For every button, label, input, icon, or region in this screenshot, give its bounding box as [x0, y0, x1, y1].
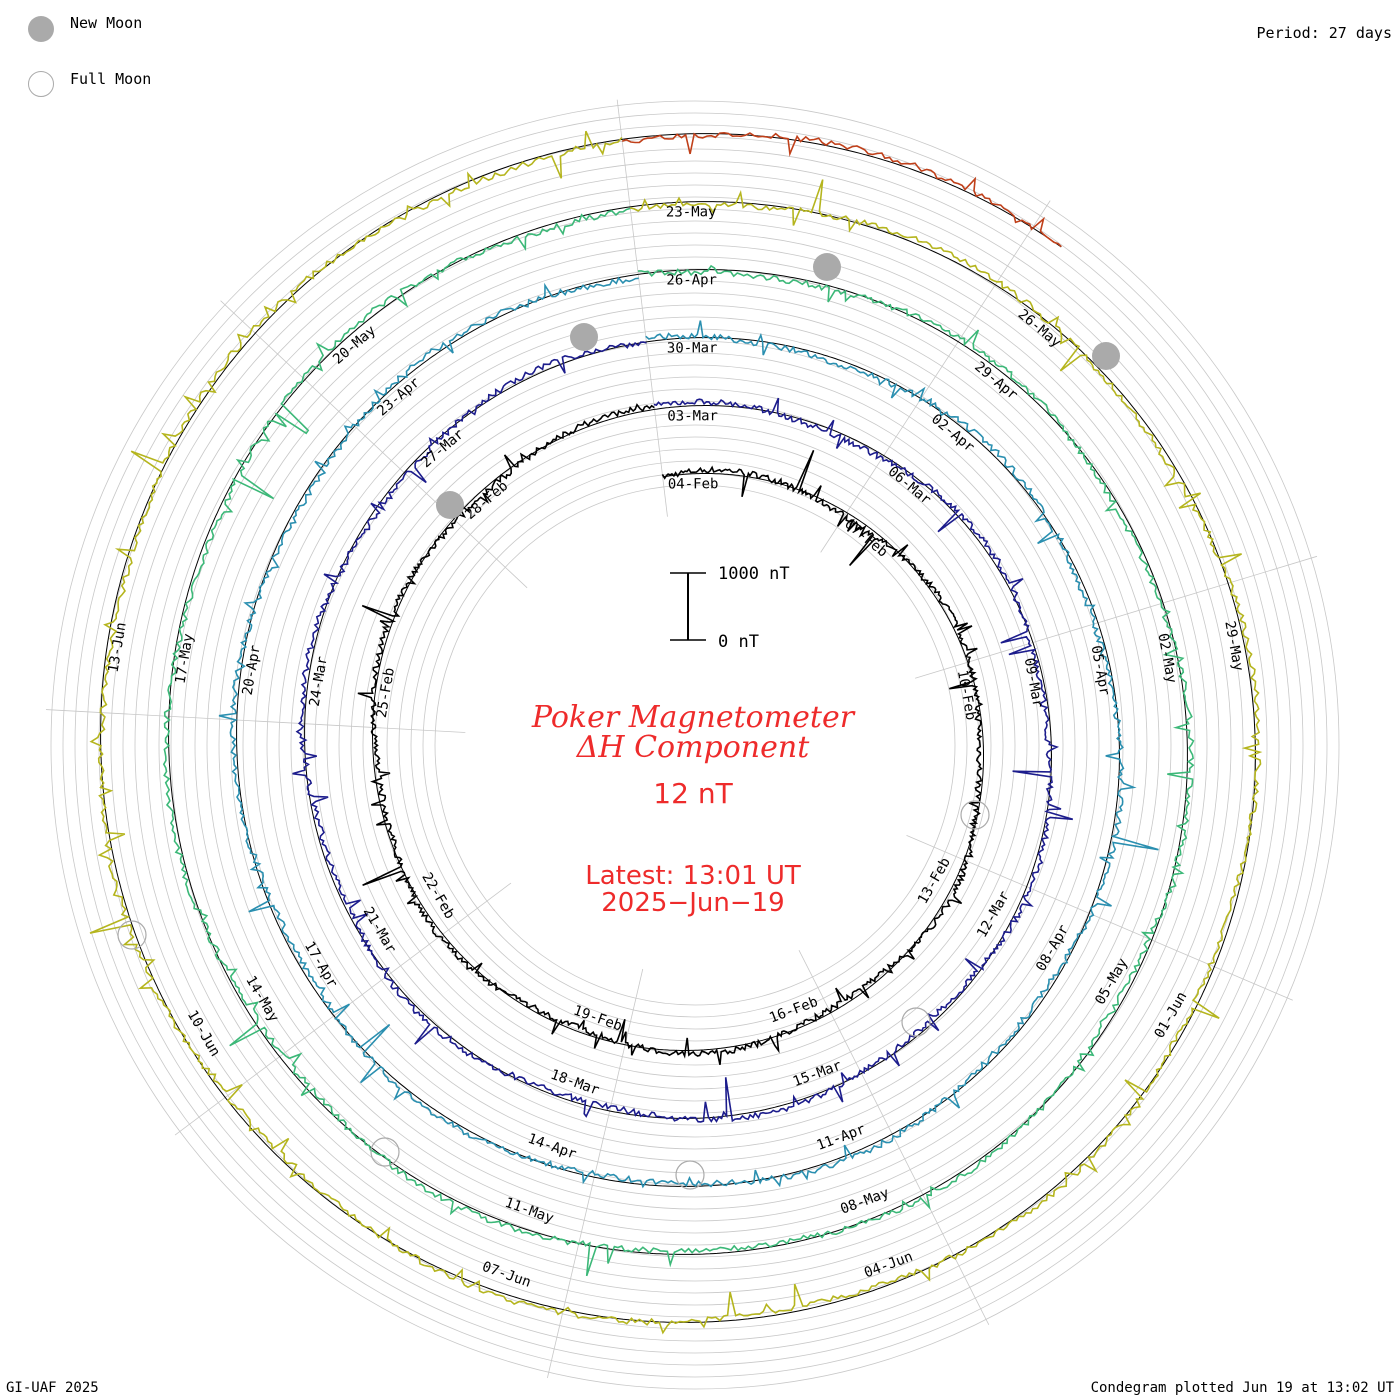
grid-ring — [86, 136, 1304, 1354]
new-moon-legend-label: New Moon — [70, 14, 143, 32]
magnetometer-trace — [89, 130, 1263, 1335]
date-tick-label: 25-Feb — [374, 667, 398, 720]
current-value: 12 nT — [653, 777, 733, 810]
magnetometer-trace — [162, 207, 1195, 1277]
full-moon-marker — [901, 1007, 931, 1037]
magnetometer-trace — [292, 341, 1074, 1123]
baseline-spiral — [100, 138, 1256, 1323]
new-moon-marker — [436, 491, 464, 519]
period-label: Period: 27 days — [1256, 24, 1392, 42]
full-moon-marker — [960, 800, 990, 830]
grid-ring — [398, 448, 992, 1042]
grid-ring — [194, 244, 1196, 1246]
grid-ring — [110, 160, 1280, 1330]
latest-time: Latest: 13:01 UT — [585, 861, 801, 891]
date-tick-label: 30-Mar — [667, 340, 718, 356]
footer-credit: GI-UAF 2025 — [6, 1380, 99, 1396]
full-moon-marker — [117, 920, 147, 950]
magnetometer-trace — [218, 276, 1159, 1189]
date-tick-label: 19-Feb — [571, 1003, 624, 1035]
date-tick-label: 10-Jun — [184, 1008, 223, 1060]
grid-ring — [278, 328, 1112, 1162]
date-tick-label: 05-Apr — [1088, 644, 1113, 697]
date-tick-label: 08-Apr — [1033, 922, 1072, 974]
scale-top-label: 1000 nT — [718, 564, 790, 584]
magnetometer-trace — [621, 131, 1062, 248]
new-moon-marker — [570, 323, 598, 351]
grid-spoke — [45, 709, 466, 733]
footer-plotted-time: Condegram plotted Jun 19 at 13:02 UT — [1090, 1380, 1394, 1396]
grid-spoke — [914, 555, 1318, 679]
date-tick-label: 03-Mar — [667, 408, 718, 424]
grid-spoke — [820, 200, 1051, 553]
date-tick-label: 23-May — [666, 204, 717, 220]
full-moon-marker — [370, 1137, 400, 1167]
scale-bottom-label: 0 nT — [718, 632, 759, 652]
date-tick-label: 13-Jun — [106, 621, 130, 674]
full-moon-legend-icon — [28, 71, 54, 97]
date-tick-label: 02-May — [1154, 632, 1179, 685]
grid-ring — [158, 208, 1232, 1282]
grid-spoke — [220, 300, 528, 589]
grid-ring — [242, 292, 1148, 1198]
date-tick-label: 17-May — [173, 632, 197, 685]
date-tick-label: 18-Mar — [548, 1067, 601, 1099]
grid-ring — [50, 100, 1340, 1390]
grid-ring — [146, 196, 1244, 1294]
date-tick-label: 11-May — [503, 1195, 556, 1227]
grid-ring — [170, 220, 1220, 1270]
date-tick-label: 07-Jun — [480, 1259, 533, 1291]
grid-ring — [314, 364, 1076, 1126]
grid-spoke — [616, 99, 668, 517]
date-tick-label: 10-Feb — [954, 669, 979, 722]
date-tick-label: 21-Mar — [360, 904, 399, 956]
grid-ring — [290, 340, 1100, 1150]
grid-ring — [230, 280, 1160, 1210]
date-tick-label: 01-Jun — [1152, 989, 1191, 1041]
baseline-spiral — [304, 341, 1052, 1119]
grid-ring — [182, 232, 1208, 1258]
grid-spoke — [547, 968, 644, 1379]
grid-ring — [266, 316, 1124, 1174]
full-moon-marker — [675, 1160, 705, 1190]
grid-ring — [122, 172, 1268, 1318]
grid-spoke — [174, 882, 512, 1136]
full-moon-legend-label: Full Moon — [70, 70, 152, 88]
grid-ring — [422, 472, 968, 1018]
new-moon-marker — [1092, 342, 1120, 370]
grid-spoke — [906, 834, 1293, 1001]
date-tick-label: 22-Feb — [418, 870, 457, 922]
grid-ring — [434, 484, 956, 1006]
date-tick-label: 11-Apr — [815, 1121, 868, 1154]
date-tick-label: 17-Apr — [301, 939, 340, 991]
latest-date: 2025−Jun−19 — [601, 888, 784, 918]
grid-ring — [410, 460, 980, 1030]
date-tick-label: 24-Mar — [307, 655, 331, 708]
grid-ring — [350, 400, 1040, 1090]
date-tick-label: 14-May — [242, 973, 281, 1025]
new-moon-legend-icon — [28, 16, 54, 42]
baseline-spiral — [621, 133, 1062, 248]
magnetometer-trace — [357, 403, 984, 1065]
grid-ring — [362, 412, 1028, 1078]
grid-ring — [374, 424, 1016, 1066]
grid-ring — [206, 256, 1184, 1234]
date-tick-label: 26-Apr — [666, 272, 717, 288]
chart-title: Poker Magnetometer — [531, 700, 856, 735]
grid-ring — [62, 112, 1328, 1378]
date-tick-label: 20-Apr — [240, 644, 264, 697]
chart-subtitle: ΔH Component — [576, 730, 810, 765]
date-tick-label: 04-Feb — [668, 476, 719, 492]
grid-ring — [218, 268, 1172, 1222]
grid-ring — [74, 124, 1316, 1366]
grid-ring — [326, 376, 1064, 1114]
new-moon-marker — [813, 253, 841, 281]
